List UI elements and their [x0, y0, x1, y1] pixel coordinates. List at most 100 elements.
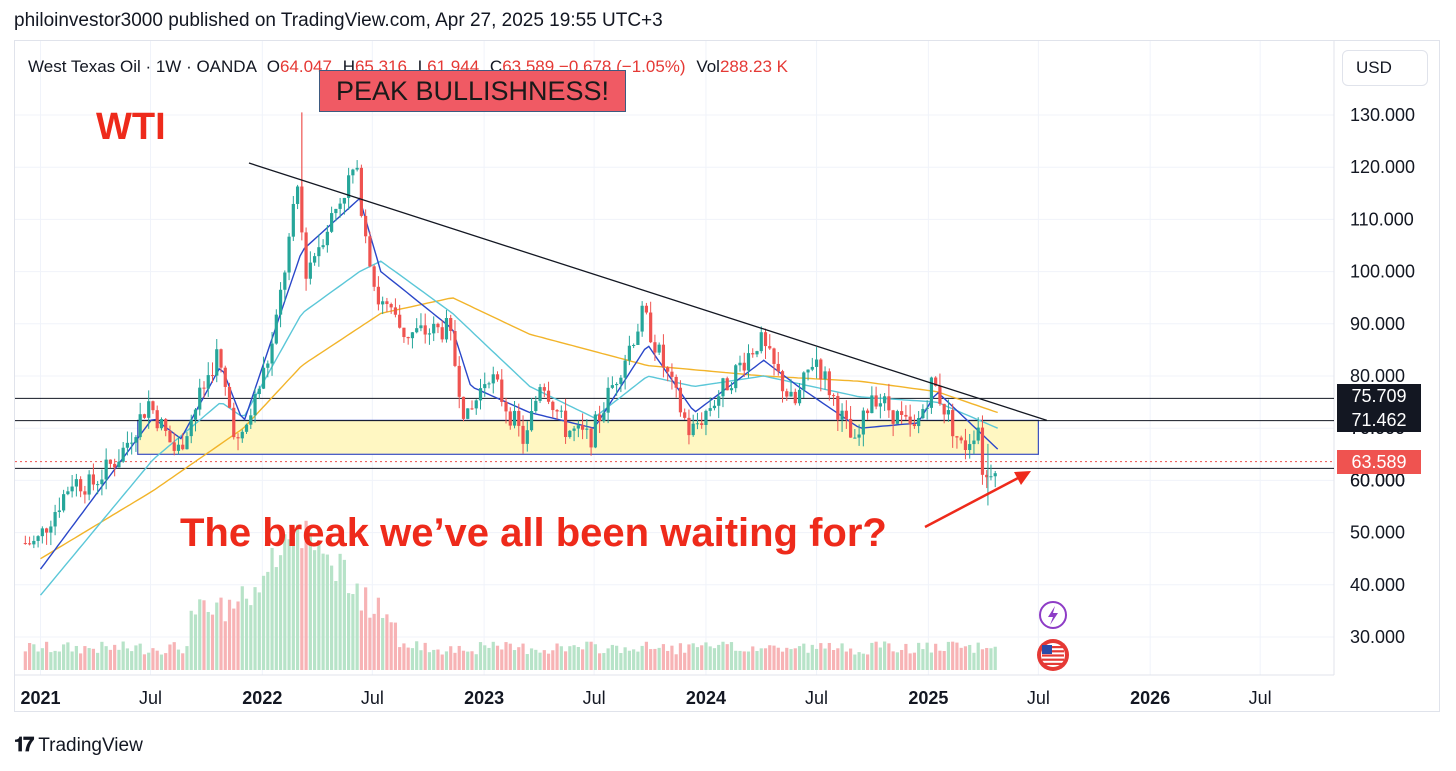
chart-grid	[15, 41, 1335, 676]
candle-body	[831, 395, 836, 397]
volume-bar	[857, 652, 861, 670]
volume-bar	[283, 534, 287, 670]
arrow-head	[1014, 471, 1031, 485]
volume-bar	[666, 650, 670, 670]
candle-body	[857, 434, 861, 438]
volume-bar	[908, 653, 912, 670]
volume-bar	[559, 646, 563, 670]
footer-brand[interactable]: 𝟏𝟕 TradingView	[14, 734, 143, 757]
candle-body	[466, 408, 470, 419]
volume-bar	[606, 648, 610, 670]
volume-bar	[261, 575, 266, 670]
volume-bar	[874, 641, 878, 670]
y-tick-label: 60.000	[1350, 470, 1405, 490]
candle-body	[980, 427, 985, 475]
candle-body	[917, 418, 921, 427]
volume-bar	[466, 651, 470, 670]
candle-body	[989, 476, 993, 478]
volume-bar	[912, 652, 916, 670]
candle-body	[62, 494, 66, 511]
candle-body	[457, 365, 461, 397]
volume-bar	[734, 650, 738, 670]
candle-body	[219, 349, 223, 368]
candle-body	[138, 414, 142, 438]
candle-body	[470, 408, 474, 410]
trendline	[248, 162, 1048, 421]
candle-body	[551, 401, 555, 411]
candle-body	[176, 444, 181, 451]
volume-bar	[895, 652, 899, 670]
volume-bar	[644, 641, 649, 670]
publish-header: philoinvestor3000 published on TradingVi…	[14, 10, 663, 31]
price-tag-level-low: 71.462	[1337, 408, 1421, 432]
volume-bar	[504, 642, 508, 670]
open-value: 64.047	[279, 57, 332, 76]
volume-bar	[649, 649, 653, 670]
support-zone-box	[137, 419, 1039, 455]
candle-body	[40, 528, 44, 537]
volume-bar	[444, 651, 449, 670]
candle-body	[330, 213, 334, 232]
currency-button[interactable]: USD	[1342, 50, 1428, 86]
support-zone	[137, 419, 1039, 455]
candle-body	[423, 325, 427, 335]
candle-body	[623, 360, 627, 378]
volume-bar	[83, 646, 87, 670]
volume-bar	[278, 555, 283, 670]
candle-body	[866, 410, 870, 414]
candle-body	[900, 411, 904, 415]
volume-bar	[351, 594, 355, 670]
candle-body	[449, 318, 453, 332]
candle-body	[691, 423, 695, 436]
candle-body	[814, 359, 819, 367]
candle-body	[742, 362, 746, 371]
candle-body	[406, 337, 410, 339]
volume-bar	[108, 649, 113, 670]
volume-bar	[712, 648, 717, 670]
volume-bar	[870, 642, 874, 670]
candle-body	[27, 543, 32, 545]
candle-body	[338, 203, 342, 209]
candle-body	[257, 388, 261, 395]
x-tick-label: 2021	[20, 688, 60, 708]
volume-bar	[887, 643, 891, 670]
candle-body	[904, 414, 908, 417]
volume-bar	[342, 559, 346, 670]
volume-bar	[49, 652, 53, 670]
volume-bar	[946, 641, 951, 670]
candle-body	[708, 408, 712, 411]
volume-bar	[66, 642, 70, 670]
candle-body	[959, 437, 963, 441]
candle-body	[755, 351, 759, 355]
volume-bar	[393, 622, 398, 670]
volume-bar	[300, 548, 304, 670]
volume-bar	[623, 647, 627, 670]
volume-bar	[249, 605, 253, 670]
candle-body	[117, 461, 121, 468]
candle-body	[376, 286, 381, 305]
candle-body	[555, 410, 559, 412]
candle-body	[938, 385, 942, 404]
y-tick-label-hidden: 60.000	[1350, 470, 1405, 490]
candle-body	[921, 408, 925, 419]
candle-body	[768, 346, 772, 349]
candle-body	[619, 377, 623, 384]
volume-bar	[810, 644, 814, 670]
us-flag-icon	[1037, 639, 1069, 671]
volume-bar	[717, 644, 721, 670]
candle-body	[666, 367, 670, 372]
volume-bar	[589, 641, 593, 670]
y-tick-label: 40.000	[1350, 575, 1405, 595]
volume-bar	[274, 567, 278, 670]
volume-bar	[819, 643, 823, 670]
volume-bar	[814, 648, 819, 670]
volume-bar	[508, 643, 512, 670]
candle-body	[389, 304, 393, 308]
volume-bar	[36, 651, 40, 670]
volume-bar	[104, 646, 108, 670]
volume-bar	[972, 652, 976, 670]
volume-bar	[598, 653, 602, 670]
candle-body	[517, 410, 521, 426]
volume-bar	[483, 645, 487, 670]
